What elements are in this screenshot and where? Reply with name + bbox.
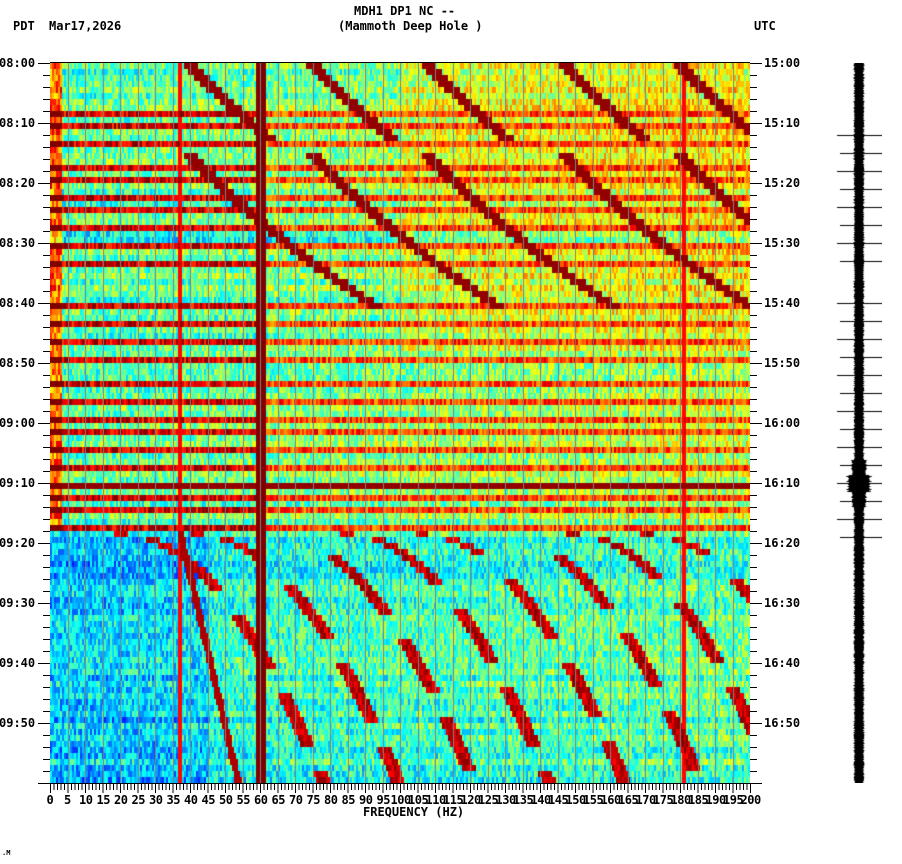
- x-tick-label: 145: [548, 793, 569, 807]
- x-tick-label: 25: [131, 793, 146, 807]
- x-tick-label: 90: [359, 793, 373, 807]
- x-tick-label: 130: [495, 793, 517, 807]
- x-tick-label: 110: [425, 793, 447, 807]
- x-axis-title: FREQUENCY (HZ): [363, 805, 465, 819]
- date-label: Mar17,2026: [49, 19, 122, 33]
- y-tick-label-left: 08:20: [0, 176, 36, 190]
- x-tick-label: 20: [114, 793, 128, 807]
- y-tick-label-right: 16:30: [764, 596, 801, 610]
- x-tick-label: 5: [64, 793, 71, 807]
- y-tick-label-left: 08:00: [0, 56, 36, 70]
- x-tick-label: 190: [705, 793, 727, 807]
- x-tick-label: 140: [530, 793, 552, 807]
- y-tick-label-right: 16:50: [764, 716, 801, 730]
- y-tick-label-right: 15:40: [764, 296, 801, 310]
- y-tick-label-right: 16:00: [764, 416, 801, 430]
- y-tick-label-right: 16:40: [764, 656, 801, 670]
- x-tick-label: 150: [565, 793, 587, 807]
- x-tick-label: 30: [149, 793, 163, 807]
- x-tick-label: 45: [201, 793, 216, 807]
- y-tick-label-right: 16:20: [764, 536, 801, 550]
- x-tick-label: 85: [341, 793, 356, 807]
- x-tick-label: 155: [583, 793, 604, 807]
- x-tick-label: 200: [740, 793, 762, 807]
- seismogram-trace: [836, 63, 882, 783]
- x-tick-label: 95: [376, 793, 391, 807]
- y-tick-label-right: 16:10: [764, 476, 801, 490]
- x-tick-label: 40: [184, 793, 198, 807]
- x-tick-label: 35: [166, 793, 181, 807]
- y-tick-label-right: 15:10: [764, 116, 801, 130]
- x-tick-label: 125: [478, 793, 499, 807]
- y-tick-label-left: 09:10: [0, 476, 36, 490]
- y-tick-label-left: 09:00: [0, 416, 36, 430]
- x-tick-label: 115: [443, 793, 464, 807]
- x-tick-label: 50: [219, 793, 233, 807]
- x-tick-label: 170: [635, 793, 657, 807]
- x-tick-label: 100: [390, 793, 412, 807]
- x-tick-label: 175: [653, 793, 674, 807]
- x-tick-label: 105: [408, 793, 429, 807]
- y-tick-label-right: 15:50: [764, 356, 801, 370]
- y-tick-label-left: 09:50: [0, 716, 36, 730]
- spectrogram-plot: [50, 63, 750, 783]
- x-tick-label: 0: [46, 793, 54, 807]
- y-tick-label-right: 15:30: [764, 236, 801, 250]
- x-tick-label: 185: [688, 793, 709, 807]
- y-tick-label-left: 09:40: [0, 656, 36, 670]
- x-tick-label: 10: [79, 793, 93, 807]
- right-timezone-label: UTC: [754, 19, 776, 33]
- footer-mark: .M: [2, 849, 11, 857]
- y-tick-label-left: 08:40: [0, 296, 36, 310]
- y-tick-label-left: 08:50: [0, 356, 36, 370]
- left-timezone-label: PDT: [13, 19, 35, 33]
- y-tick-label-right: 15:00: [764, 56, 801, 70]
- station-title: MDH1 DP1 NC --: [354, 4, 456, 18]
- x-tick-label: 65: [271, 793, 286, 807]
- y-tick-label-right: 15:20: [764, 176, 801, 190]
- x-tick-label: 75: [306, 793, 321, 807]
- x-tick-label: 55: [236, 793, 251, 807]
- x-tick-label: 135: [513, 793, 534, 807]
- x-tick-label: 165: [618, 793, 639, 807]
- x-tick-label: 160: [600, 793, 622, 807]
- x-tick-label: 195: [723, 793, 744, 807]
- x-tick-label: 15: [96, 793, 111, 807]
- x-tick-label: 180: [670, 793, 692, 807]
- location-title: (Mammoth Deep Hole ): [338, 19, 483, 33]
- y-tick-label-left: 09:20: [0, 536, 36, 550]
- y-tick-label-left: 08:30: [0, 236, 36, 250]
- x-tick-label: 80: [324, 793, 338, 807]
- y-tick-label-left: 09:30: [0, 596, 36, 610]
- y-tick-label-left: 08:10: [0, 116, 36, 130]
- x-tick-label: 70: [289, 793, 303, 807]
- x-tick-label: 120: [460, 793, 482, 807]
- x-tick-label: 60: [254, 793, 268, 807]
